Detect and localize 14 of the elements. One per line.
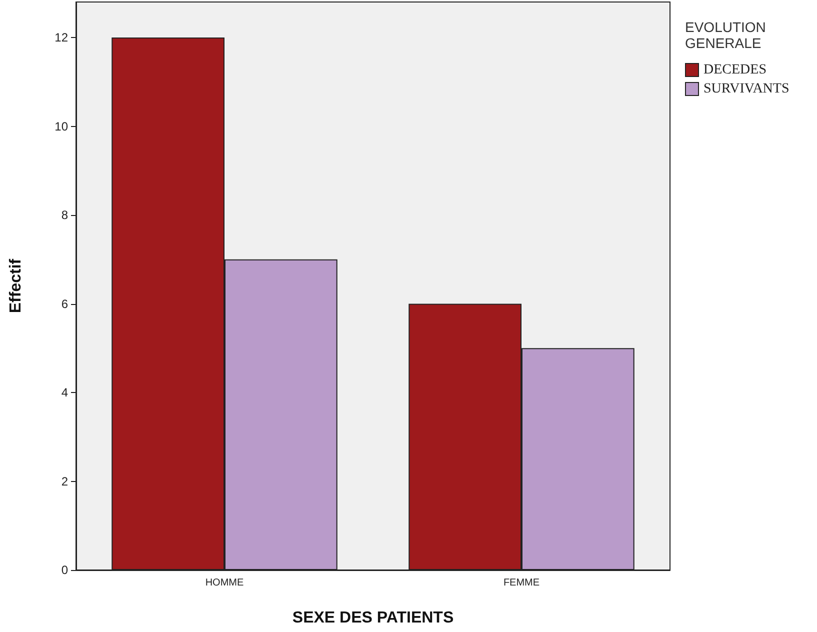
y-tick-label: 4 <box>61 386 68 400</box>
y-tick-label: 12 <box>54 30 68 44</box>
y-tick-label: 6 <box>61 296 68 311</box>
y-tick-label: 2 <box>61 474 68 488</box>
legend-title: EVOLUTION GENERALE <box>685 19 770 51</box>
x-tick-label: FEMME <box>503 578 540 588</box>
y-tick-label: 10 <box>54 119 68 134</box>
x-tick-label: HOMME <box>205 578 244 588</box>
legend-label: DECEDES <box>704 62 766 78</box>
y-tick-label: 0 <box>61 563 68 577</box>
x-axis-title: SEXE DES PATIENTS <box>292 610 454 626</box>
y-tick-label: 8 <box>61 208 68 222</box>
y-axis-title: Effectif <box>8 258 24 314</box>
legend-label: SURVIVANTS <box>704 82 790 96</box>
